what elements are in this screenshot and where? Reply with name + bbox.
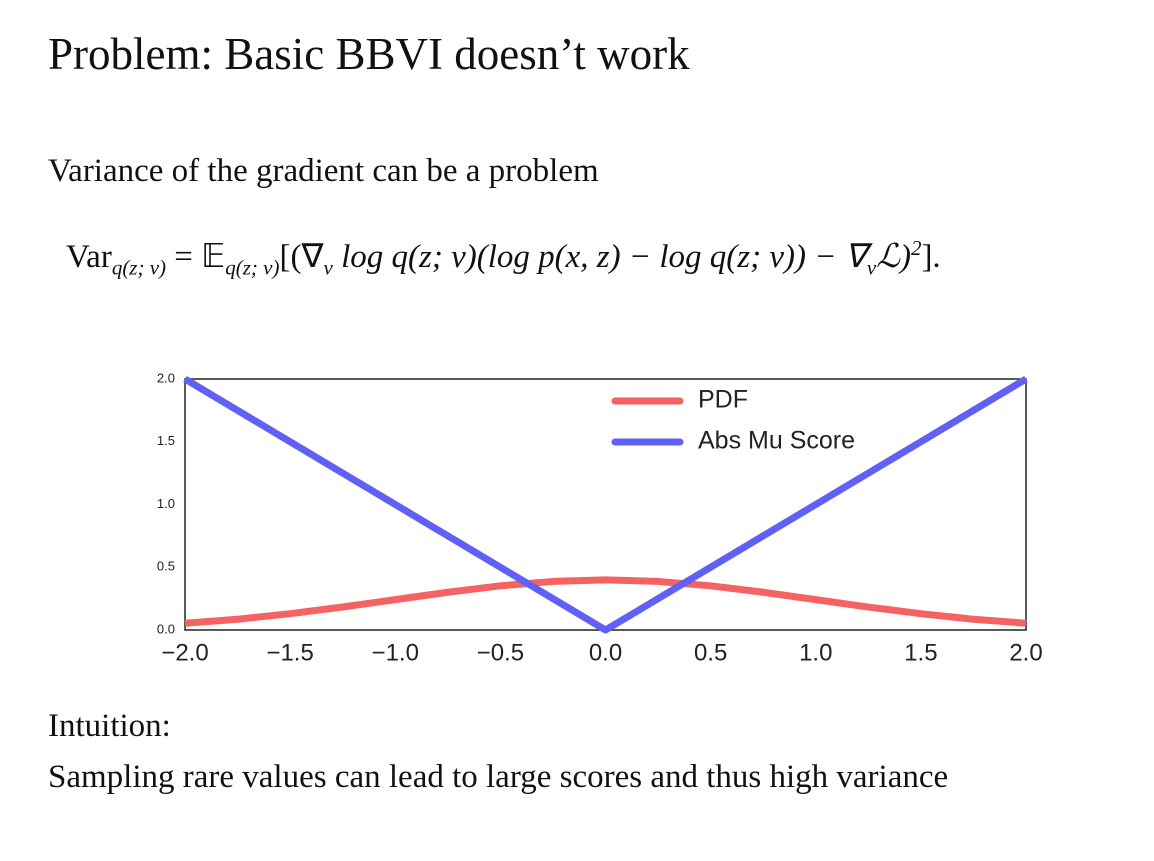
y-tick-label: 0.5 (157, 559, 175, 574)
legend-label: Abs Mu Score (698, 427, 855, 455)
formula-sup: 2 (910, 236, 922, 260)
intuition-heading: Intuition: (48, 708, 171, 744)
y-tick-label: 0.0 (157, 621, 175, 636)
formula-sub: q(z; ν) (225, 255, 280, 280)
formula-part: ]. (921, 239, 941, 275)
series-line (184, 576, 1027, 627)
slide-title: Problem: Basic BBVI doesn’t work (48, 29, 690, 79)
formula-part: = 𝔼 (166, 239, 226, 275)
x-tick-label: 0.5 (694, 639, 727, 666)
formula-part: log q(z; ν)(log p(x, z) − log q(z; ν)) −… (332, 239, 867, 275)
y-tick-label: 1.0 (157, 496, 175, 511)
x-tick-label: 1.5 (904, 639, 937, 666)
y-tick-label: 1.5 (157, 433, 175, 448)
series-line (183, 375, 1028, 634)
formula-sub: q(z; ν) (111, 255, 167, 280)
y-tick-label: 2.0 (157, 370, 175, 385)
x-tick-label: 0.0 (589, 639, 622, 666)
formula-sub: ν (866, 255, 877, 280)
x-tick-label: −2.0 (161, 639, 208, 666)
formula-part: [(∇ (279, 239, 324, 275)
intuition-text: Sampling rare values can lead to large s… (48, 759, 949, 795)
x-tick-label: 2.0 (1009, 639, 1042, 666)
formula-part: Var (66, 239, 112, 275)
x-tick-label: −0.5 (477, 639, 524, 666)
x-tick-label: −1.0 (372, 639, 419, 666)
x-tick-label: −1.5 (266, 639, 313, 666)
formula-part: ℒ) (876, 239, 911, 275)
subtitle: Variance of the gradient can be a proble… (48, 153, 599, 189)
formula: Varq(z; ν) = 𝔼q(z; ν)[(∇ν log q(z; ν)(lo… (66, 236, 941, 281)
legend-label: PDF (698, 386, 748, 414)
plot-frame (184, 378, 1027, 631)
x-tick-label: 1.0 (799, 639, 832, 666)
formula-sub: ν (323, 255, 333, 280)
